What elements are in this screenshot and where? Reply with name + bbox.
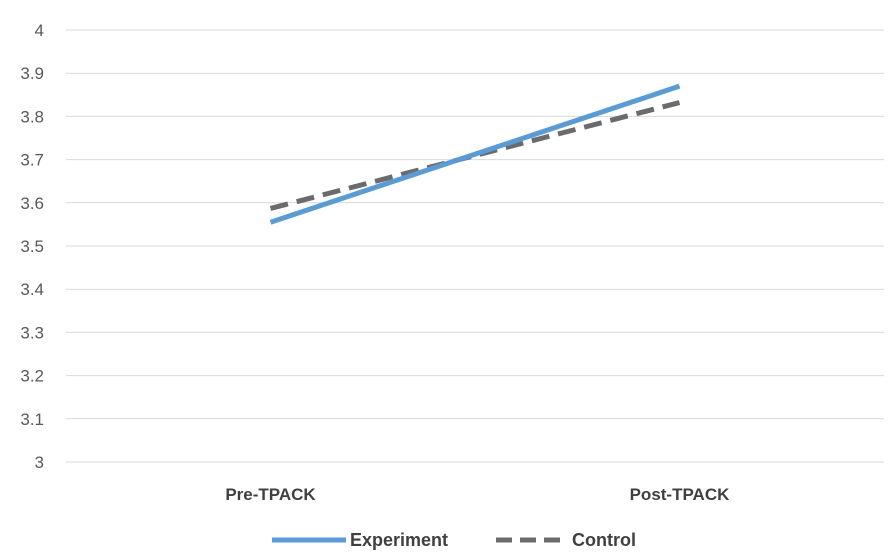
y-tick-label: 3.8 [20,107,44,126]
legend-entry-control: Control [496,530,636,550]
y-tick-label: 3.2 [20,367,44,386]
x-category-label: Pre-TPACK [225,485,316,504]
y-tick-label: 3.1 [20,410,44,429]
y-tick-label: 3.6 [20,194,44,213]
x-axis-category-labels: Pre-TPACK Post-TPACK [225,485,730,504]
legend-label: Experiment [350,530,448,550]
y-tick-label: 3.5 [20,237,44,256]
y-tick-label: 3.9 [20,64,44,83]
series-lines [269,83,681,225]
y-axis-tick-labels: 3 3.1 3.2 3.3 3.4 3.5 3.6 3.7 3.8 3.9 4 [20,21,44,472]
x-category-label: Post-TPACK [630,485,731,504]
series-line-experiment [269,83,681,225]
legend-label: Control [572,530,636,550]
y-tick-label: 3.4 [20,280,44,299]
y-tick-label: 3.7 [20,151,44,170]
y-tick-label: 4 [35,21,44,40]
y-tick-label: 3 [35,453,44,472]
gridlines [66,29,884,463]
series-line-control [269,100,681,211]
y-tick-label: 3.3 [20,323,44,342]
legend: Experiment Control [272,530,636,550]
legend-entry-experiment: Experiment [272,530,448,550]
